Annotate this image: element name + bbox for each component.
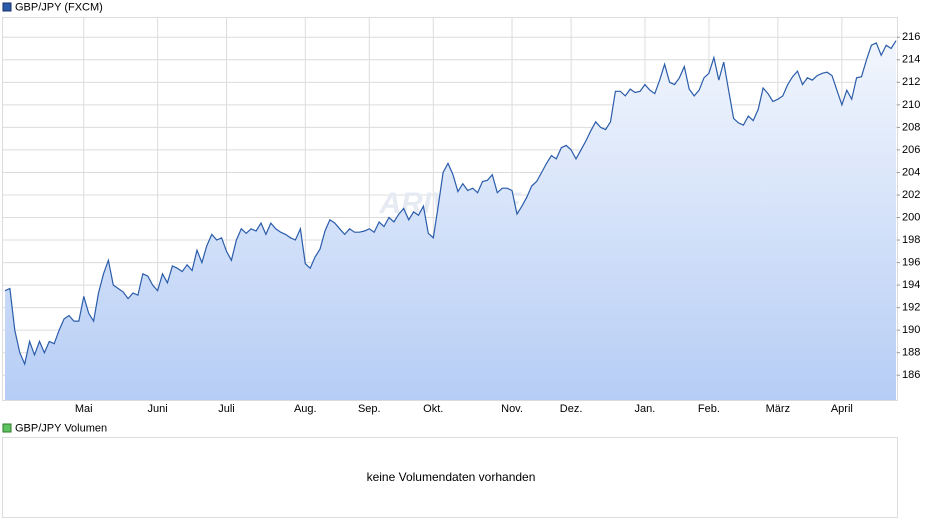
volume-legend-label: GBP/JPY Volumen bbox=[15, 422, 107, 434]
x-tick-label: Nov. bbox=[501, 403, 523, 415]
y-tick-label: 200 bbox=[902, 211, 920, 223]
y-tick-label: 194 bbox=[902, 279, 920, 291]
y-tick-label: 202 bbox=[902, 189, 920, 201]
y-tick-label: 208 bbox=[902, 121, 920, 133]
x-tick-label: März bbox=[766, 403, 790, 415]
y-tick-label: 206 bbox=[902, 144, 920, 156]
x-tick-label: Okt. bbox=[423, 403, 443, 415]
y-tick-label: 198 bbox=[902, 234, 920, 246]
x-tick-label: Mai bbox=[75, 403, 93, 415]
x-tick-label: Feb. bbox=[698, 403, 720, 415]
x-tick-label: Dez. bbox=[560, 403, 583, 415]
legend-swatch bbox=[2, 2, 12, 12]
volume-frame bbox=[2, 437, 898, 518]
volume-message: keine Volumendaten vorhanden bbox=[367, 470, 536, 484]
y-tick-label: 204 bbox=[902, 166, 920, 178]
line bbox=[4, 40, 897, 366]
y-tick-label: 216 bbox=[902, 31, 920, 43]
x-tick-label: Aug. bbox=[294, 403, 317, 415]
plot bbox=[4, 40, 897, 400]
x-tick-label: Sep. bbox=[358, 403, 381, 415]
y-tick-label: 188 bbox=[902, 347, 920, 359]
y-tick-label: 214 bbox=[902, 54, 920, 66]
x-tick-label: Juli bbox=[218, 403, 235, 415]
x-tick-label: Juni bbox=[148, 403, 168, 415]
y-tick-label: 186 bbox=[902, 369, 920, 381]
volume-legend-swatch bbox=[2, 423, 12, 433]
x-tick-label: Jan. bbox=[635, 403, 656, 415]
y-tick-label: 196 bbox=[902, 256, 920, 268]
y-tick-label: 212 bbox=[902, 76, 920, 88]
x-tick-label: April bbox=[831, 403, 853, 415]
plot-frame bbox=[2, 17, 898, 401]
area bbox=[5, 40, 896, 400]
y-tick-label: 192 bbox=[902, 302, 920, 314]
y-tick-label: 190 bbox=[902, 324, 920, 336]
legend-label: GBP/JPY (FXCM) bbox=[15, 1, 103, 13]
y-tick-label: 210 bbox=[902, 99, 920, 111]
